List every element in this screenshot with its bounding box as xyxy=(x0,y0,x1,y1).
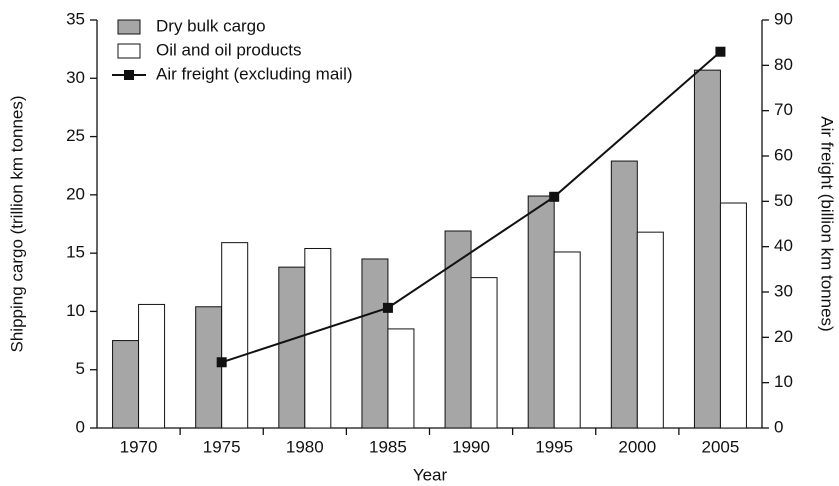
y-tick-label: 25 xyxy=(66,126,85,145)
legend-marker xyxy=(124,70,134,80)
y2-tick-label: 60 xyxy=(774,145,793,164)
marker xyxy=(382,302,393,313)
x-tick-label: 1995 xyxy=(535,437,573,456)
y-tick-label: 30 xyxy=(66,68,85,87)
y2-tick-label: 0 xyxy=(774,417,783,436)
y2-tick-label: 20 xyxy=(774,327,793,346)
y2-tick-label: 90 xyxy=(774,9,793,28)
bar xyxy=(221,242,249,429)
bar xyxy=(387,328,415,429)
bar xyxy=(470,277,498,429)
bar xyxy=(636,231,664,429)
y-tick-label: 0 xyxy=(76,417,85,436)
marker xyxy=(216,357,227,368)
bar xyxy=(693,69,721,429)
y2-tick-label: 80 xyxy=(774,55,793,74)
y2-tick-label: 50 xyxy=(774,191,793,210)
bar xyxy=(444,230,472,429)
y-tick-label: 20 xyxy=(66,184,85,203)
bar xyxy=(138,303,166,429)
y-tick-label: 5 xyxy=(76,359,85,378)
legend-label: Dry bulk cargo xyxy=(156,16,266,35)
x-tick-label: 1970 xyxy=(120,437,158,456)
y2-tick-label: 30 xyxy=(774,281,793,300)
bar xyxy=(195,306,223,429)
bar xyxy=(610,160,638,429)
x-tick-label: 2005 xyxy=(702,437,740,456)
y-tick-label: 15 xyxy=(66,243,85,262)
bar xyxy=(112,340,140,429)
bar xyxy=(278,266,306,429)
bar xyxy=(361,258,389,429)
legend-label: Air freight (excluding mail) xyxy=(156,64,353,83)
x-axis-label: Year xyxy=(413,465,448,484)
y2-tick-label: 40 xyxy=(774,236,793,255)
y-axis-label: Shipping cargo (trillion km tonnes) xyxy=(7,95,26,352)
line xyxy=(221,50,722,364)
bar xyxy=(527,195,555,429)
y2-axis-label: Air freight (billion km tonnes) xyxy=(818,116,837,331)
legend-swatch xyxy=(117,43,141,59)
bar xyxy=(719,202,747,429)
y-tick-label: 10 xyxy=(66,301,85,320)
y-tick-label: 35 xyxy=(66,9,85,28)
marker xyxy=(549,191,560,202)
marker xyxy=(715,46,726,57)
y2-tick-label: 70 xyxy=(774,100,793,119)
x-tick-label: 2000 xyxy=(618,437,656,456)
x-tick-label: 1980 xyxy=(286,437,324,456)
y2-tick-label: 10 xyxy=(774,372,793,391)
x-tick-label: 1990 xyxy=(452,437,490,456)
bar xyxy=(304,247,332,429)
x-tick-label: 1975 xyxy=(203,437,241,456)
legend-swatch xyxy=(117,19,141,35)
x-tick-label: 1985 xyxy=(369,437,407,456)
bar xyxy=(553,251,581,429)
legend-label: Oil and oil products xyxy=(156,40,302,59)
